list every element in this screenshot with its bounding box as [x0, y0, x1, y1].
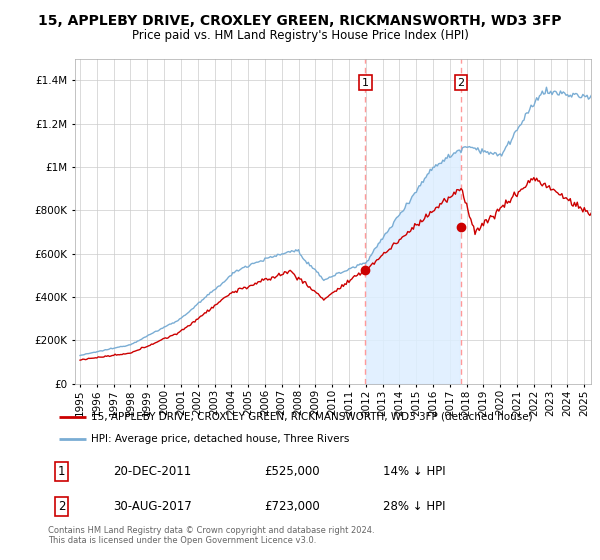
Text: 20-DEC-2011: 20-DEC-2011: [113, 465, 191, 478]
Text: Price paid vs. HM Land Registry's House Price Index (HPI): Price paid vs. HM Land Registry's House …: [131, 29, 469, 42]
Text: 2: 2: [58, 500, 65, 514]
Text: 1: 1: [362, 78, 369, 87]
Text: 2: 2: [457, 78, 464, 87]
Text: This data is licensed under the Open Government Licence v3.0.: This data is licensed under the Open Gov…: [48, 536, 316, 545]
Text: £525,000: £525,000: [264, 465, 320, 478]
Text: 15, APPLEBY DRIVE, CROXLEY GREEN, RICKMANSWORTH, WD3 3FP: 15, APPLEBY DRIVE, CROXLEY GREEN, RICKMA…: [38, 14, 562, 28]
Text: £723,000: £723,000: [264, 500, 320, 514]
Text: 15, APPLEBY DRIVE, CROXLEY GREEN, RICKMANSWORTH, WD3 3FP (detached house): 15, APPLEBY DRIVE, CROXLEY GREEN, RICKMA…: [91, 412, 533, 422]
Text: 28% ↓ HPI: 28% ↓ HPI: [383, 500, 445, 514]
Text: 1: 1: [58, 465, 65, 478]
Text: HPI: Average price, detached house, Three Rivers: HPI: Average price, detached house, Thre…: [91, 434, 350, 444]
Text: 14% ↓ HPI: 14% ↓ HPI: [383, 465, 445, 478]
Text: 30-AUG-2017: 30-AUG-2017: [113, 500, 191, 514]
Text: Contains HM Land Registry data © Crown copyright and database right 2024.: Contains HM Land Registry data © Crown c…: [48, 526, 374, 535]
